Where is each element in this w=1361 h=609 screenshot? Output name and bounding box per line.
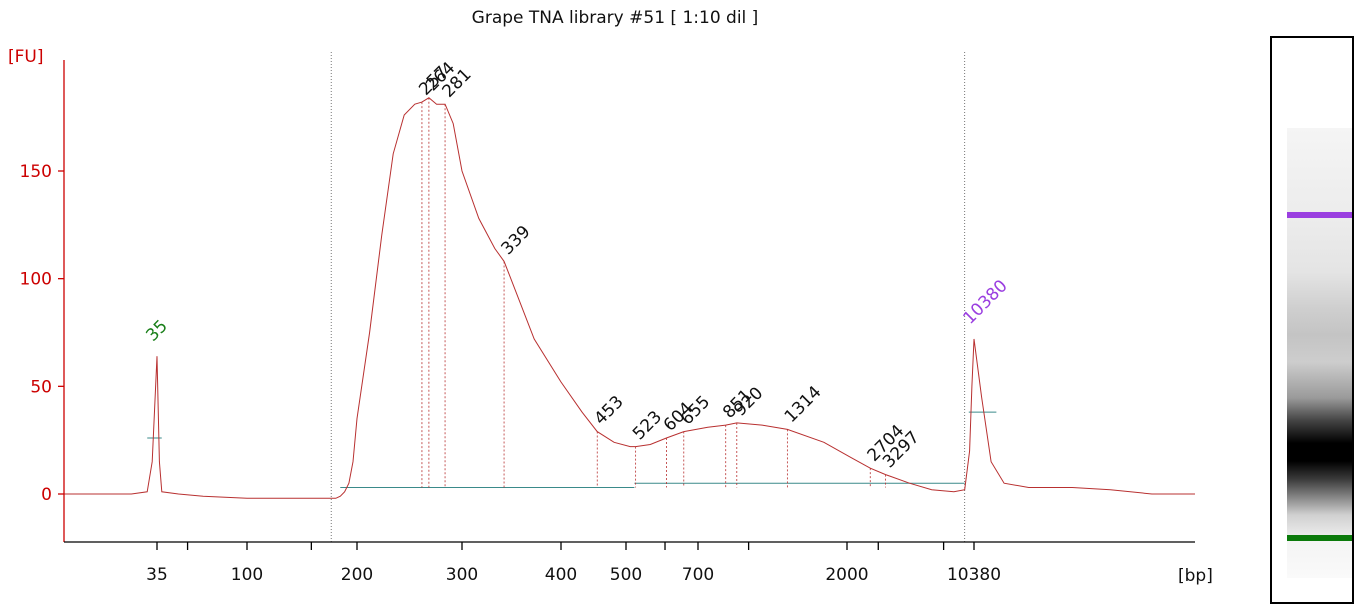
y-axis-label: [FU] xyxy=(8,47,44,67)
x-tick-label: 700 xyxy=(682,565,714,585)
peak-label: 1314 xyxy=(781,382,826,427)
gel-lane xyxy=(1270,36,1354,604)
x-tick-label: 10380 xyxy=(947,565,1001,585)
x-tick-label: 2000 xyxy=(825,565,868,585)
gel-band-upper-marker xyxy=(1287,212,1352,218)
x-axis-label: [bp] xyxy=(1178,566,1213,586)
x-tick-label: 200 xyxy=(341,565,373,585)
gel-smear xyxy=(1287,128,1352,578)
peak-drop-lines xyxy=(421,97,886,488)
peak-label: 523 xyxy=(629,407,666,444)
marker-label: 10380 xyxy=(959,276,1011,328)
peak-label: 339 xyxy=(497,222,534,259)
y-tick-label: 50 xyxy=(30,377,52,397)
y-tick-label: 100 xyxy=(20,270,52,290)
x-ticks: 35 100 200 300 400 500 700 2000 10380 xyxy=(146,542,1001,585)
x-tick-label: 35 xyxy=(146,565,168,585)
y-tick-label: 0 xyxy=(41,485,52,505)
fluorescence-trace xyxy=(64,97,1195,499)
x-tick-label: 100 xyxy=(231,565,263,585)
chart-title: Grape TNA library #51 [ 1:10 dil ] xyxy=(472,8,759,28)
y-tick-label: 150 xyxy=(20,162,52,182)
x-tick-label: 400 xyxy=(545,565,577,585)
peak-label: 453 xyxy=(591,392,628,429)
gel-band-lower-marker xyxy=(1287,535,1352,541)
x-tick-label: 300 xyxy=(446,565,478,585)
x-tick-label: 500 xyxy=(610,565,642,585)
y-ticks: 0 50 100 150 xyxy=(20,162,64,505)
marker-label: 35 xyxy=(142,316,171,345)
region-lines xyxy=(330,52,966,542)
axes xyxy=(63,60,1195,543)
